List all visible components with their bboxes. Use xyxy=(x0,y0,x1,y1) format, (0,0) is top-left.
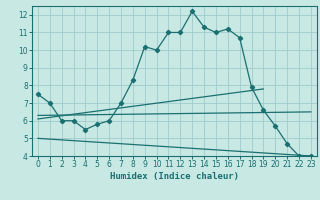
X-axis label: Humidex (Indice chaleur): Humidex (Indice chaleur) xyxy=(110,172,239,181)
